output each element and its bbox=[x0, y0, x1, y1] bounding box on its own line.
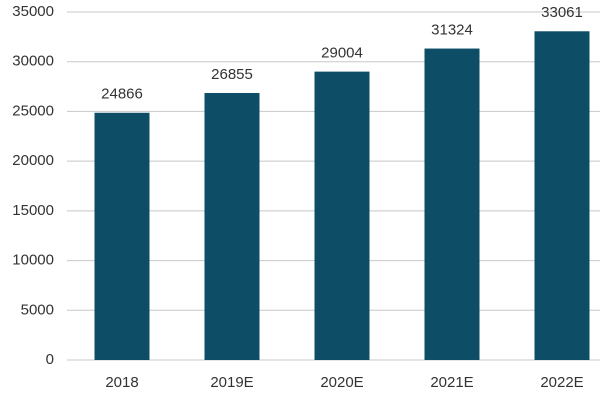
bar bbox=[534, 31, 590, 360]
y-tick-label: 35000 bbox=[12, 3, 54, 20]
x-tick-label: 2021E bbox=[430, 374, 473, 391]
x-tick-label: 2022E bbox=[540, 374, 583, 391]
data-label: 24866 bbox=[101, 86, 143, 103]
bar bbox=[204, 92, 260, 361]
data-label: 26855 bbox=[211, 66, 253, 83]
x-tick-label: 2018 bbox=[105, 374, 138, 391]
bar bbox=[314, 71, 370, 360]
x-tick-label: 2019E bbox=[210, 374, 253, 391]
y-tick-label: 25000 bbox=[12, 102, 54, 119]
bar bbox=[424, 48, 480, 361]
y-tick-label: 15000 bbox=[12, 202, 54, 219]
x-tick-label: 2020E bbox=[320, 374, 363, 391]
data-label: 33061 bbox=[541, 4, 583, 21]
y-tick-label: 20000 bbox=[12, 152, 54, 169]
y-tick-label: 30000 bbox=[12, 53, 54, 70]
data-label: 29004 bbox=[321, 45, 363, 62]
data-label: 31324 bbox=[431, 22, 473, 39]
y-tick-label: 5000 bbox=[21, 301, 54, 318]
y-tick-label: 10000 bbox=[12, 252, 54, 269]
bar bbox=[94, 112, 150, 360]
y-tick-label: 0 bbox=[46, 351, 54, 368]
